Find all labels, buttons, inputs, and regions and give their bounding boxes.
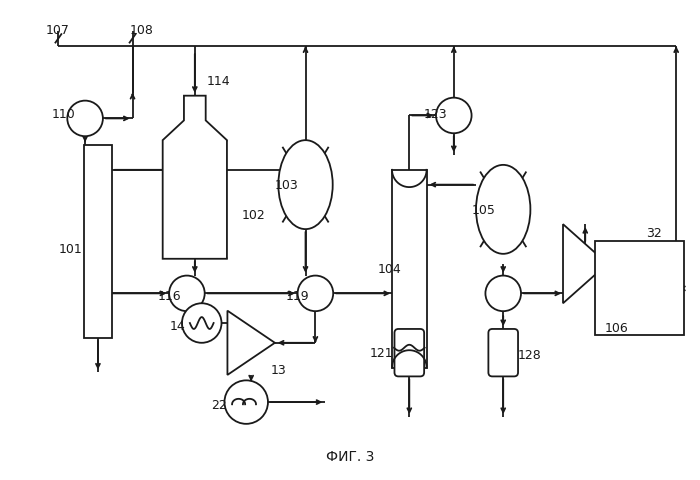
Text: 101: 101 — [58, 243, 82, 256]
Circle shape — [169, 276, 204, 312]
FancyBboxPatch shape — [395, 329, 424, 377]
Text: 105: 105 — [472, 204, 496, 216]
Bar — [84, 146, 112, 338]
Text: 121: 121 — [370, 347, 393, 360]
FancyBboxPatch shape — [489, 329, 518, 377]
Bar — [392, 170, 426, 368]
Text: 107: 107 — [46, 24, 69, 37]
Ellipse shape — [476, 166, 531, 254]
Polygon shape — [563, 225, 608, 304]
Text: 32: 32 — [647, 226, 662, 239]
Circle shape — [436, 98, 472, 134]
Text: 128: 128 — [518, 348, 542, 361]
Circle shape — [225, 381, 268, 424]
Text: 114: 114 — [206, 75, 230, 88]
Text: 106: 106 — [605, 322, 629, 335]
Text: 104: 104 — [378, 263, 401, 276]
Text: 108: 108 — [130, 24, 153, 37]
Circle shape — [298, 276, 333, 312]
Polygon shape — [228, 311, 275, 375]
Circle shape — [67, 101, 103, 137]
Text: 22: 22 — [211, 398, 228, 411]
Text: 13: 13 — [271, 363, 287, 376]
Polygon shape — [162, 96, 227, 259]
Text: 123: 123 — [424, 108, 448, 121]
Text: 103: 103 — [275, 179, 299, 192]
Ellipse shape — [279, 141, 332, 229]
Text: 116: 116 — [158, 289, 181, 302]
Circle shape — [485, 276, 521, 312]
Text: 14: 14 — [170, 320, 186, 333]
Bar — [595, 242, 684, 336]
Text: 110: 110 — [52, 108, 75, 121]
Circle shape — [182, 304, 221, 343]
Text: ФИГ. 3: ФИГ. 3 — [326, 450, 374, 464]
Text: 119: 119 — [286, 289, 309, 302]
Text: 102: 102 — [241, 208, 265, 221]
